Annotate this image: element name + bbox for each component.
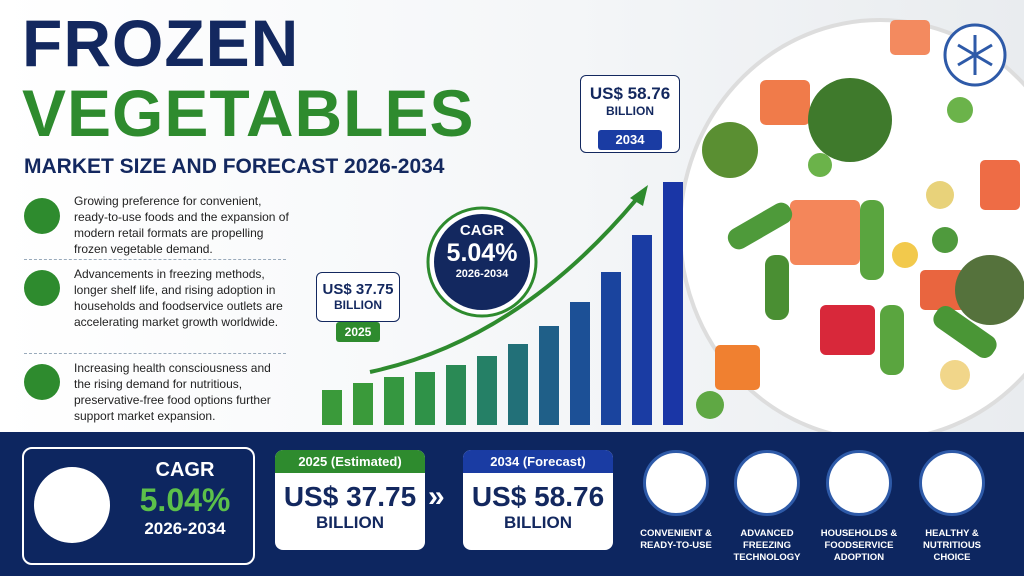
cagr-badge: CAGR 5.04% 2026-2034 — [440, 222, 524, 280]
separator — [24, 259, 286, 260]
feature-icon — [826, 450, 892, 516]
title: VEGETABLES — [22, 76, 475, 150]
feature-icon — [734, 450, 800, 516]
feature-label: HOUSEHOLDS & FOODSERVICE ADOPTION — [820, 528, 898, 563]
card-unit: BILLION — [316, 513, 384, 532]
cagr-period: 2026-2034 — [455, 268, 509, 280]
feature-label: CONVENIENT & READY-TO-USE — [640, 528, 712, 551]
growth-icon — [34, 467, 110, 543]
cagr-period: 2026-2034 — [144, 519, 226, 538]
feature-label: ADVANCED FREEZING TECHNOLOGY — [733, 528, 801, 563]
cagr-value: 5.04% — [139, 482, 231, 518]
start-year: 2025 — [336, 322, 380, 342]
cagr-card: CAGR 5.04% 2026-2034 — [22, 447, 255, 565]
vegetables — [696, 20, 1024, 419]
cagr-label: CAGR — [459, 222, 505, 239]
cagr-label: CAGR — [155, 459, 215, 481]
feature-icon — [919, 450, 985, 516]
card-heading: 2025 (Estimated) — [275, 450, 425, 473]
start-callout: US$ 37.75 BILLION — [316, 272, 400, 322]
feature-icon — [643, 450, 709, 516]
artwork — [322, 18, 1024, 432]
end-value: US$ 58.76 — [589, 84, 671, 103]
feature-label: HEALTHY & NUTRITIOUS CHOICE — [922, 528, 982, 563]
driver-icon — [24, 270, 60, 306]
driver-text: Growing preference for convenient, ready… — [74, 194, 289, 256]
card-value: US$ 37.75 — [283, 481, 417, 512]
driver-icon — [24, 198, 60, 234]
start-unit: BILLION — [334, 298, 382, 312]
growth-bars — [322, 182, 683, 425]
arrow: » — [428, 480, 445, 513]
separator — [24, 353, 286, 354]
card-heading: 2034 (Forecast) — [463, 450, 613, 473]
driver-text: Advancements in freezing methods, longer… — [74, 267, 283, 329]
driver-icon — [24, 364, 60, 400]
end-unit: BILLION — [606, 104, 654, 118]
forecast-card: 2034 (Forecast) US$ 58.76 BILLION — [463, 450, 613, 550]
start-value: US$ 37.75 — [322, 281, 394, 298]
end-year: 2034 — [598, 130, 662, 150]
card-unit: BILLION — [504, 513, 572, 532]
card-value: US$ 58.76 — [471, 481, 605, 512]
subtitle: MARKET SIZE AND FORECAST 2026-2034 — [24, 155, 445, 178]
estimated-card: 2025 (Estimated) US$ 37.75 BILLION — [275, 450, 425, 550]
cagr-stats: CAGR 5.04% 2026-2034 — [122, 459, 248, 539]
driver-text: Increasing health consciousness and the … — [74, 361, 271, 423]
title: FROZEN — [22, 6, 300, 80]
cagr-value: 5.04% — [446, 239, 518, 267]
